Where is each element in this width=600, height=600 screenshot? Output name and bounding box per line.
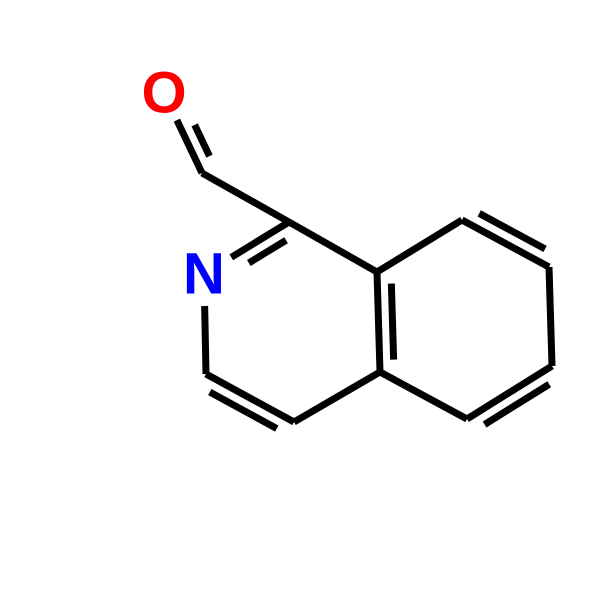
molecule-diagram: ON (0, 0, 600, 600)
bond-line (205, 306, 206, 374)
bond-line (289, 222, 377, 272)
bond-line (377, 272, 380, 372)
bond-line (377, 220, 462, 272)
bond-line (391, 284, 393, 360)
bond-line (549, 267, 552, 366)
bond-line (380, 372, 467, 419)
bond-line (195, 125, 210, 156)
atom-label-o: O (141, 61, 186, 126)
bond-line (202, 173, 289, 222)
atom-label-n: N (183, 242, 225, 307)
bond-line (294, 372, 380, 422)
